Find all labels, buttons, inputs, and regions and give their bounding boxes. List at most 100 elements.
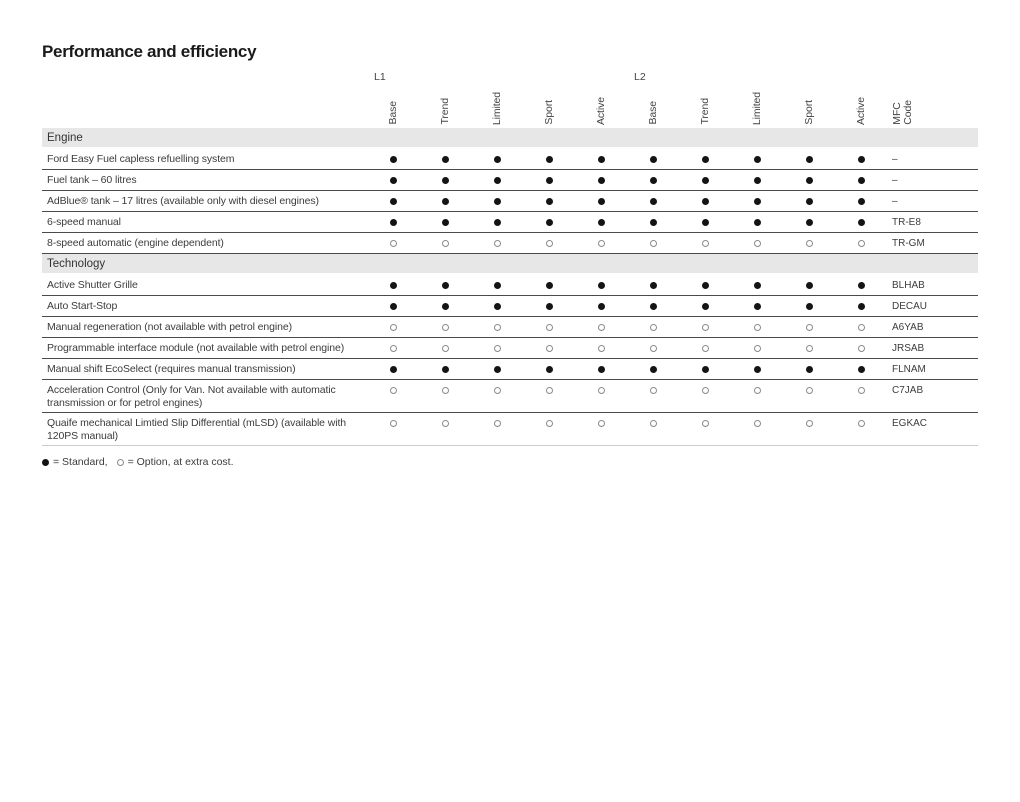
mfc-code: TR-E8 [892,217,921,228]
standard-dot-icon [545,366,553,373]
section-header-label: Technology [47,257,106,270]
availability-cell [367,296,419,316]
availability-cell [627,317,679,337]
standard-dot-icon [701,156,709,163]
standard-dot-icon [441,156,449,163]
availability-cell [627,296,679,316]
column-header: Base [646,101,659,125]
availability-cell [835,317,887,337]
availability-cell [523,338,575,358]
column-header: Trend [698,98,711,125]
standard-dot-icon [753,177,761,184]
availability-cell [627,380,679,412]
feature-name: 6-speed manual [47,216,121,228]
column-header: Trend [438,98,451,125]
standard-dot-icon [857,198,865,205]
standard-dot-icon [805,177,813,184]
availability-cell [471,338,523,358]
availability-cell [731,338,783,358]
option-circle-icon [753,345,761,352]
availability-cell [731,191,783,211]
column-header: Limited [750,91,763,125]
option-circle-icon [649,324,657,331]
option-circle-icon [441,420,449,427]
standard-dot-icon [441,198,449,205]
availability-cell [783,413,835,445]
availability-cell [367,191,419,211]
availability-cell [835,275,887,295]
availability-cell [419,359,471,379]
availability-cell [523,296,575,316]
option-circle-icon [389,345,397,352]
availability-cell [419,413,471,445]
standard-dot-icon [753,156,761,163]
table-row: Acceleration Control (Only for Van. Not … [42,380,978,413]
standard-dot-icon [701,198,709,205]
standard-dot-icon [441,366,449,373]
column-group-row: L1 L2 [42,71,978,84]
table-row: Manual shift EcoSelect (requires manual … [42,359,978,380]
mfc-code: – [892,154,898,165]
availability-cell [471,233,523,253]
option-circle-icon [389,387,397,394]
option-circle-icon [597,240,605,247]
legend: = Standard, = Option, at extra cost. [42,456,978,468]
table-row: AdBlue® tank – 17 litres (available only… [42,191,978,212]
standard-dot-icon [545,303,553,310]
availability-cell [731,380,783,412]
option-circle-icon [493,420,501,427]
standard-dot-icon [545,177,553,184]
availability-cell [835,149,887,169]
mfc-code: – [892,196,898,207]
availability-cell [731,149,783,169]
column-header-cell: Active [835,85,887,128]
feature-name: AdBlue® tank – 17 litres (available only… [47,195,319,207]
standard-dot-icon [597,282,605,289]
availability-cell [471,296,523,316]
option-circle-icon [857,420,865,427]
option-circle-icon [649,387,657,394]
feature-name: Auto Start-Stop [47,300,118,312]
option-circle-icon [857,387,865,394]
option-circle-icon [116,458,124,466]
option-circle-icon [805,324,813,331]
availability-cell [835,359,887,379]
availability-cell [783,317,835,337]
availability-cell [835,380,887,412]
standard-dot-icon [857,219,865,226]
availability-cell [471,170,523,190]
option-circle-icon [805,345,813,352]
section-header: Engine [42,128,978,147]
standard-dot-icon [493,177,501,184]
option-circle-icon [701,240,709,247]
option-circle-icon [597,345,605,352]
option-circle-icon [389,420,397,427]
availability-cell [367,380,419,412]
standard-dot-icon [493,282,501,289]
column-group-label-l1: L1 [374,71,386,83]
availability-cell [419,317,471,337]
column-header-cell: Sport [523,85,575,128]
option-circle-icon [597,420,605,427]
mfc-code: EGKAC [892,418,928,429]
option-circle-icon [649,420,657,427]
availability-cell [367,170,419,190]
availability-cell [575,191,627,211]
standard-dot-icon [701,366,709,373]
availability-cell [783,380,835,412]
availability-cell [679,212,731,232]
availability-cell [419,338,471,358]
mfc-code: TR-GM [892,238,925,249]
standard-dot-icon [389,198,397,205]
availability-cell [419,275,471,295]
standard-dot-icon [753,366,761,373]
standard-dot-icon [493,156,501,163]
table-row: Active Shutter Grille BLHAB [42,275,978,296]
table-row: Quaife mechanical Limtied Slip Different… [42,413,978,446]
option-circle-icon [545,387,553,394]
availability-cell [367,233,419,253]
availability-cell [419,233,471,253]
standard-dot-icon [545,219,553,226]
option-circle-icon [545,345,553,352]
